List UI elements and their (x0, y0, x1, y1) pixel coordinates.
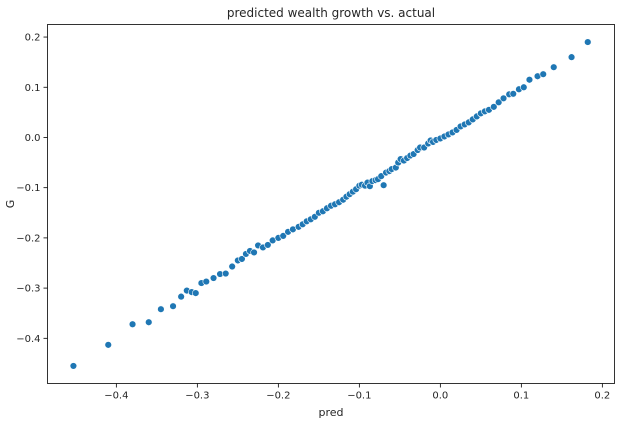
data-point (520, 83, 528, 91)
chart-title: predicted wealth growth vs. actual (227, 6, 435, 20)
x-tick-label: 0.2 (594, 391, 610, 402)
x-tick-label: −0.3 (185, 391, 209, 402)
data-point (202, 277, 210, 286)
data-point (509, 90, 517, 98)
data-point (128, 320, 137, 328)
y-tick-label: 0.1 (25, 83, 41, 94)
y-tick-label: −0.4 (16, 334, 40, 345)
data-point (264, 241, 272, 249)
data-point (539, 70, 547, 78)
y-axis-ticks: −0.4 −0.3 −0.2 −0.1 0.0 0.1 0.2 (16, 33, 48, 345)
x-axis-ticks: −0.4 −0.3 −0.2 −0.1 0.0 0.1 0.2 (104, 383, 610, 402)
data-point (69, 362, 78, 370)
data-point (157, 305, 165, 313)
y-tick-label: 0.2 (25, 33, 41, 44)
data-point (494, 98, 503, 107)
plot-frame (47, 24, 615, 384)
data-point (104, 341, 112, 349)
data-point (228, 262, 236, 271)
data-point (250, 248, 258, 257)
y-tick-label: −0.2 (16, 233, 40, 244)
data-point (279, 232, 287, 240)
data-point (177, 292, 185, 301)
x-tick-label: 0.1 (513, 391, 529, 402)
y-tick-label: −0.3 (16, 284, 40, 295)
x-tick-label: 0.0 (432, 391, 448, 402)
points-layer (69, 38, 592, 370)
x-tick-label: −0.2 (266, 391, 290, 402)
y-tick-label: 0.0 (25, 133, 41, 144)
data-point (238, 255, 246, 263)
y-axis-label: G (4, 200, 17, 209)
data-point (499, 94, 508, 103)
data-point (379, 181, 388, 189)
y-tick-label: −0.1 (16, 183, 40, 194)
x-axis-label: pred (318, 406, 343, 419)
data-point (567, 53, 576, 61)
data-point (169, 302, 177, 310)
data-point (584, 38, 592, 46)
data-point (490, 103, 498, 111)
data-point (145, 318, 153, 326)
data-point (550, 63, 558, 71)
x-tick-label: −0.1 (347, 391, 371, 402)
data-point (209, 274, 218, 282)
data-point (192, 289, 200, 297)
data-point (525, 76, 534, 84)
data-point (222, 269, 230, 278)
x-tick-label: −0.4 (104, 391, 128, 402)
